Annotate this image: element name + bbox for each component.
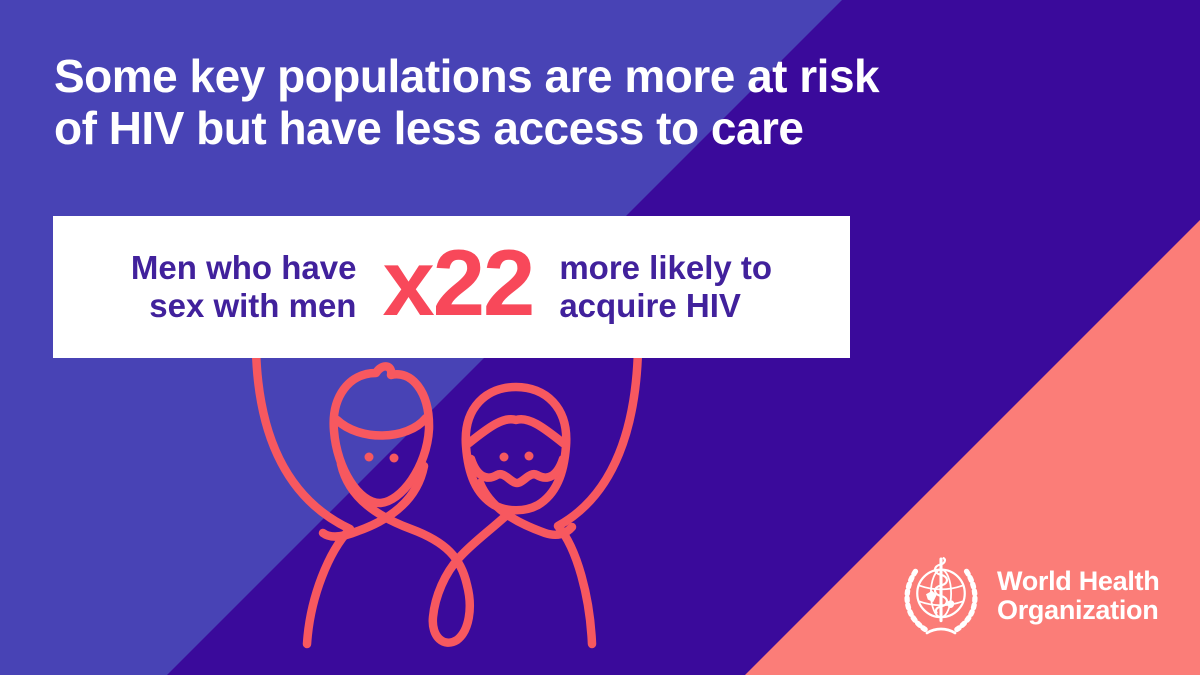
population-label-line-1: Men who have	[130, 249, 357, 286]
outcome-label: more likely to acquire HIV	[559, 249, 772, 325]
who-wordmark-line-2: Organization	[997, 595, 1159, 625]
who-wordmark-line-1: World Health	[997, 566, 1160, 596]
who-wordmark: World Health Organization	[997, 566, 1160, 625]
right-man-hairline	[464, 414, 568, 448]
outcome-label-line-2: acquire HIV	[559, 287, 741, 324]
left-man-hairline	[332, 413, 431, 440]
outcome-label-line-1: more likely to	[559, 249, 773, 286]
asclepius-snake	[933, 557, 949, 614]
right-man-arm-and-torso	[553, 345, 643, 649]
multiplier-value: x22	[382, 230, 535, 335]
who-emblem-icon	[904, 557, 978, 635]
left-man-head-outline	[329, 362, 434, 508]
stat-banner: Men who have sex with men x22 more likel…	[53, 216, 850, 358]
left-man-inner-loop-line	[336, 459, 515, 647]
population-label: Men who have sex with men	[131, 249, 357, 325]
left-man-right-eye	[389, 453, 399, 463]
left-man-figure	[251, 345, 515, 649]
wreath-left-branch	[904, 568, 928, 633]
continent-americas	[926, 590, 937, 603]
who-logo: World Health Organization	[897, 552, 1160, 640]
left-man-arm-and-torso	[251, 345, 355, 649]
left-man-left-eye	[364, 452, 374, 462]
wreath-right-branch	[954, 568, 978, 633]
right-man-left-eye	[499, 452, 509, 462]
right-man-right-eye	[524, 451, 534, 461]
right-man-beard	[466, 454, 568, 488]
population-label-line-2: sex with men	[149, 287, 357, 324]
headline: Some key populations are more at risk of…	[54, 50, 1134, 154]
wreath-stems	[925, 627, 957, 635]
left-man-jaw-cross-line	[318, 461, 429, 541]
right-man-jaw-cross-line	[475, 478, 577, 539]
continent-africa	[947, 600, 955, 608]
right-man-figure	[461, 345, 643, 649]
headline-line-1: Some key populations are more at risk	[54, 50, 880, 102]
headline-line-2: of HIV but have less access to care	[54, 102, 804, 154]
